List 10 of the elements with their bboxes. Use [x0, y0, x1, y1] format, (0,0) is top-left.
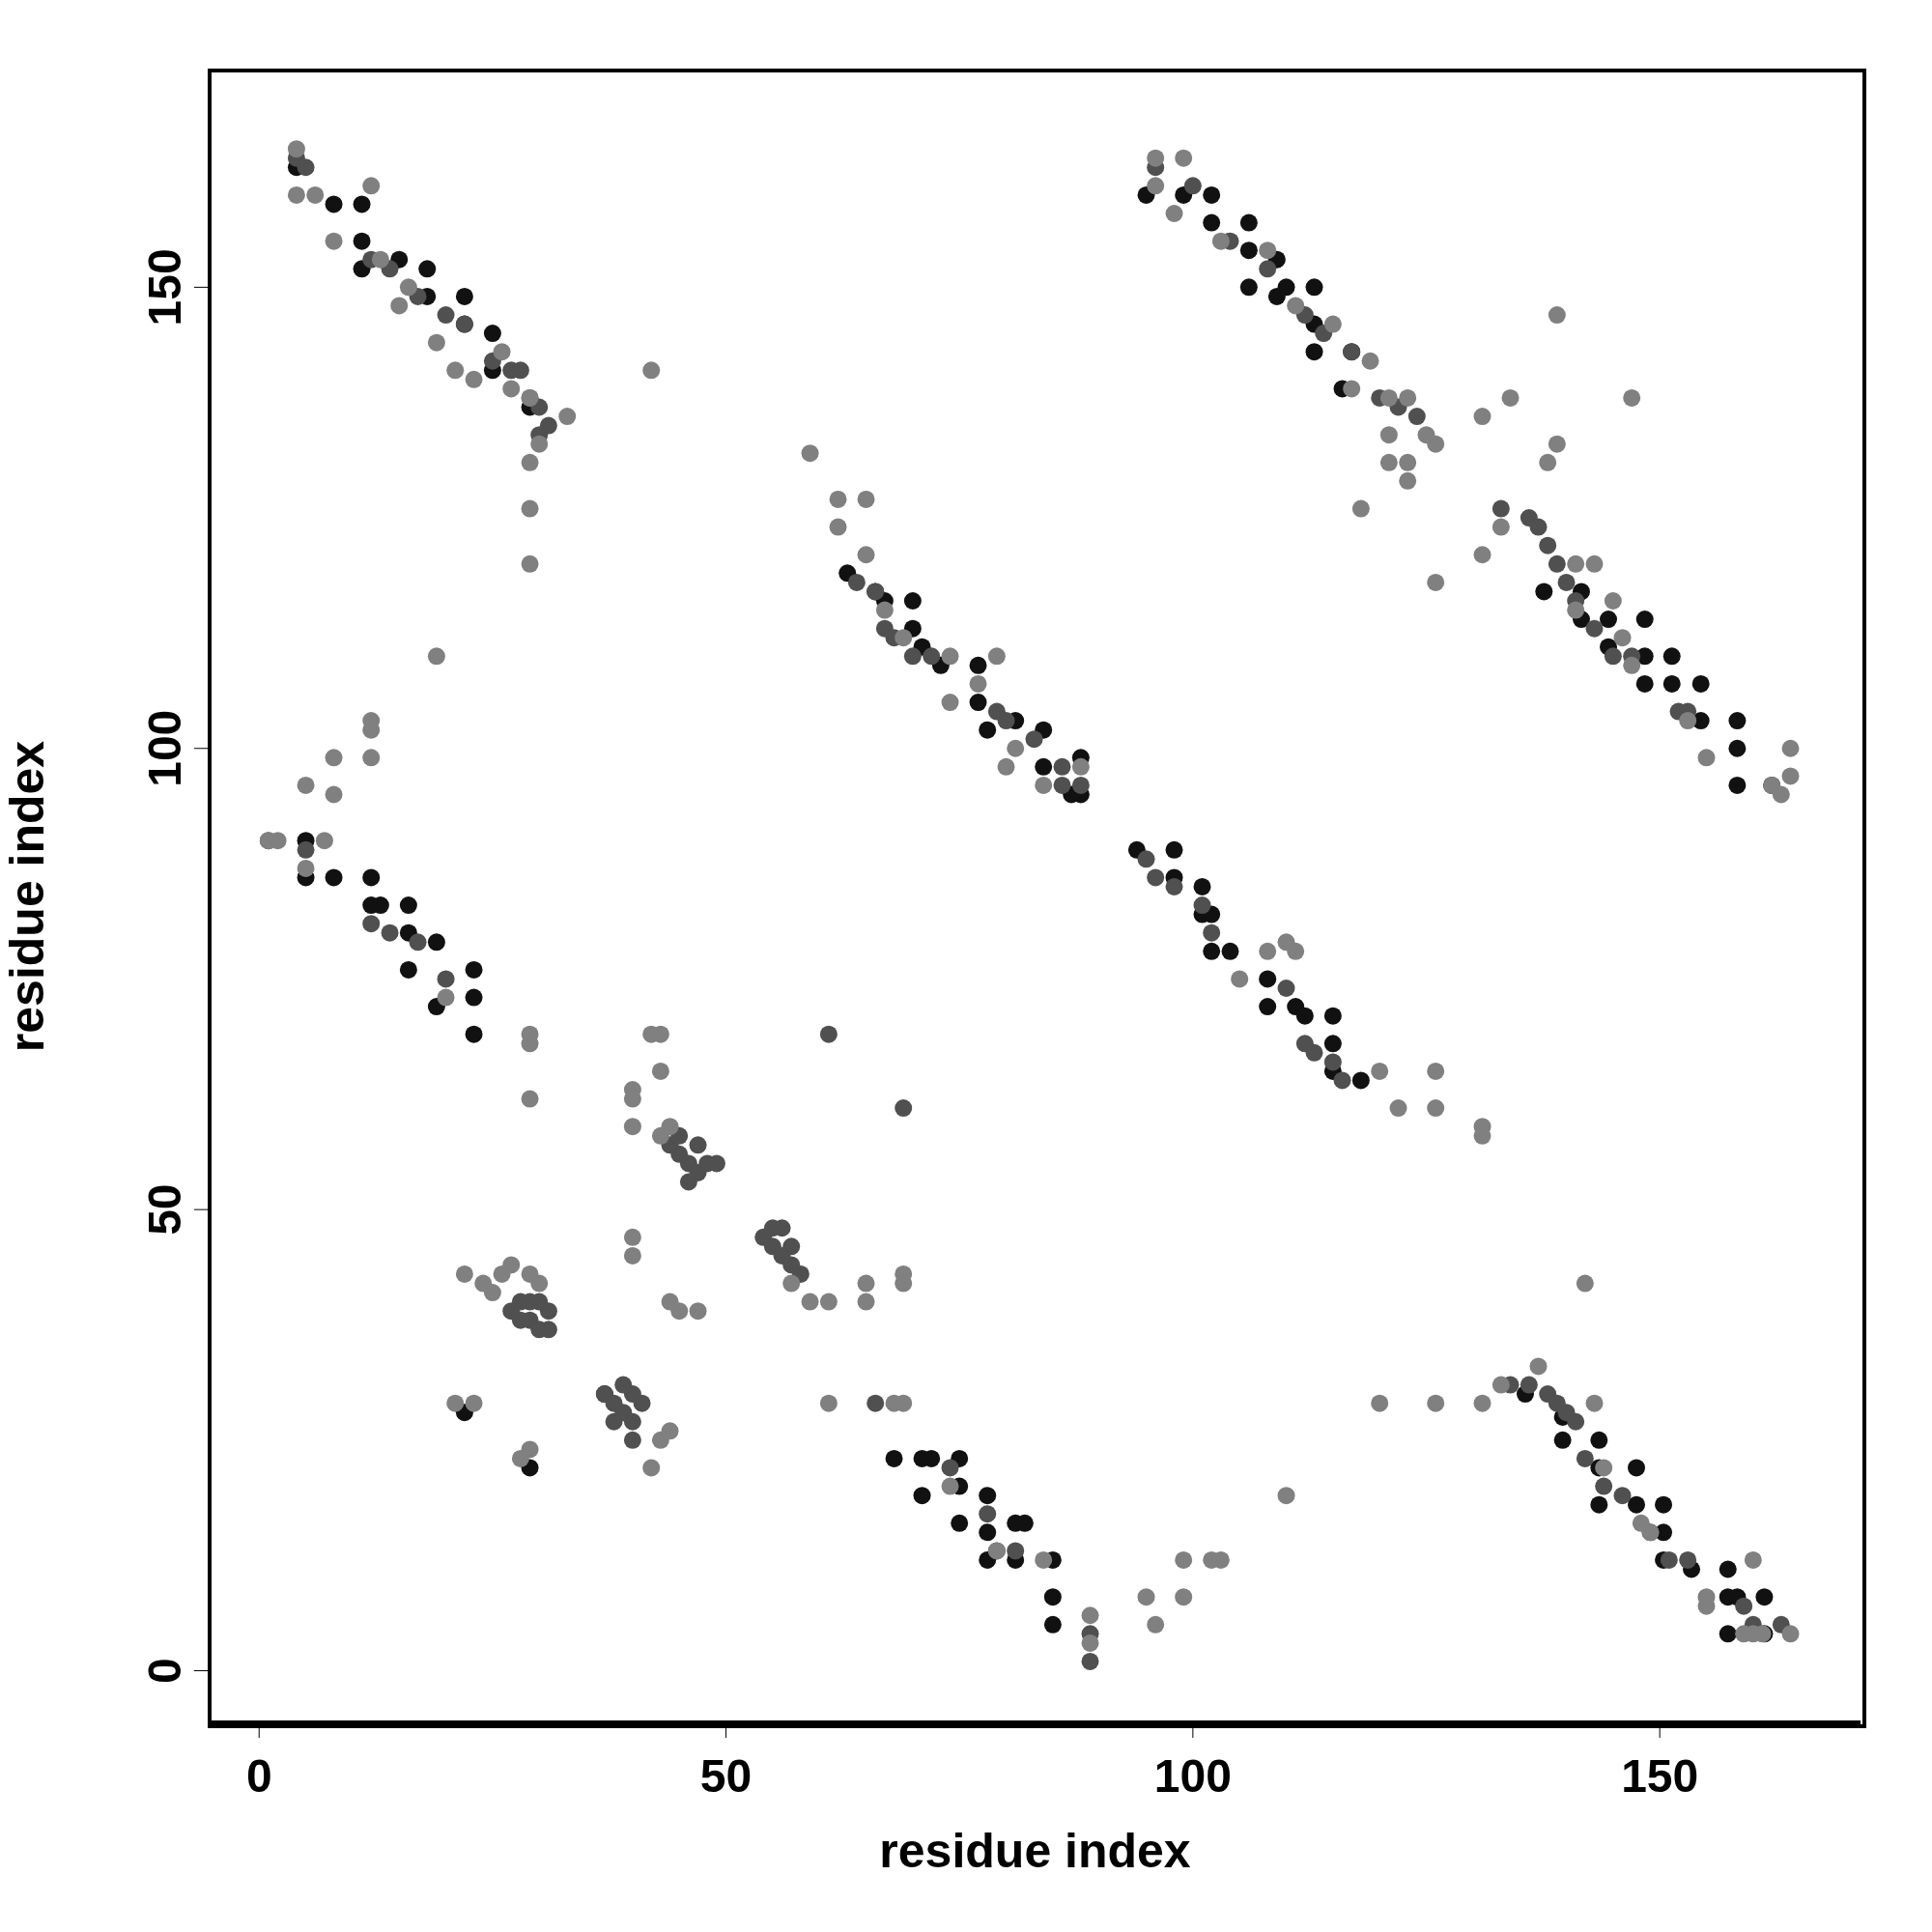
y-tick-label: 0 — [139, 1658, 190, 1684]
x-tick-label: 100 — [1153, 1750, 1232, 1803]
x-tick-label: 150 — [1621, 1750, 1699, 1803]
y-axis-title: residue index — [0, 740, 54, 1053]
x-tick-label: 0 — [245, 1750, 272, 1803]
y-tick-label: 50 — [139, 1183, 190, 1236]
y-tick-label: 150 — [139, 248, 190, 327]
x-axis-title: residue index — [879, 1824, 1191, 1878]
x-tick-label: 50 — [699, 1750, 753, 1803]
y-tick-label: 100 — [139, 709, 190, 787]
